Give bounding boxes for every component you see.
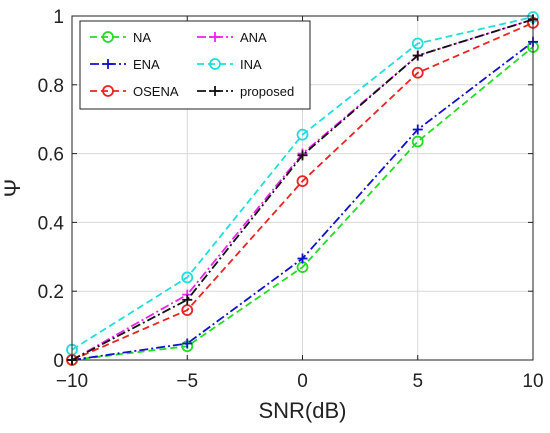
x-tick-label: 0 (297, 371, 308, 392)
series-line-na (71, 46, 534, 361)
legend-item-ena: ENA (90, 57, 160, 72)
y-tick-label: 0.6 (38, 145, 64, 166)
y-tick-label: 0.2 (38, 282, 64, 303)
legend-label-na: NA (133, 30, 151, 45)
legend-marker-proposed (210, 86, 220, 96)
series-line-osena (71, 22, 534, 361)
series-line-ina (71, 16, 534, 351)
data-point-proposed (297, 150, 308, 161)
legend-marker-osena (102, 85, 114, 97)
data-point-ina (411, 37, 424, 50)
legend-marker-ana (210, 32, 220, 42)
legend-marker-ina (209, 58, 221, 70)
legend-label-ana: ANA (240, 30, 267, 45)
x-tick-label: −10 (56, 371, 88, 392)
legend-item-osena: OSENA (90, 84, 179, 99)
legend-marker-na (102, 31, 114, 43)
legend-marker-ena (103, 59, 113, 69)
legend-label-ina: INA (240, 57, 262, 72)
data-point-osena (296, 175, 309, 188)
legend-item-na: NA (90, 30, 151, 45)
data-point-ena (297, 253, 308, 264)
legend: NA ANA ENA INA OSENA proposed (79, 20, 311, 110)
legend-label-ena: ENA (133, 57, 160, 72)
legend-box (79, 20, 311, 110)
data-point-ina (181, 271, 194, 284)
series-proposed (67, 14, 538, 365)
x-tick-label: −5 (176, 371, 198, 392)
legend-item-ana: ANA (197, 30, 267, 45)
y-tick-label: 0.8 (38, 76, 64, 97)
x-tick-label: 10 (522, 371, 543, 392)
y-tick-label: 0 (53, 351, 64, 372)
legend-item-proposed: proposed (197, 84, 294, 99)
legend-label-osena: OSENA (133, 84, 179, 99)
legend-item-ina: INA (197, 57, 262, 72)
data-point-proposed (182, 294, 193, 305)
data-point-na (411, 135, 424, 148)
legend-label-proposed: proposed (240, 84, 294, 99)
x-tick-label: 5 (412, 371, 423, 392)
data-point-ena (412, 124, 423, 135)
x-axis-label: SNR(dB) (258, 398, 346, 423)
data-point-proposed (412, 50, 423, 61)
data-point-osena (181, 304, 194, 317)
y-tick-label: 1 (53, 7, 64, 28)
data-point-ena (182, 338, 193, 349)
data-point-ina (296, 128, 309, 141)
axis-ticks: −10 −5 0 5 10 0 0.2 0.4 0.6 0.8 1 (38, 7, 544, 392)
data-point-osena (411, 66, 424, 79)
y-axis-label: Ψ (0, 179, 25, 197)
y-tick-label: 0.4 (38, 213, 65, 234)
